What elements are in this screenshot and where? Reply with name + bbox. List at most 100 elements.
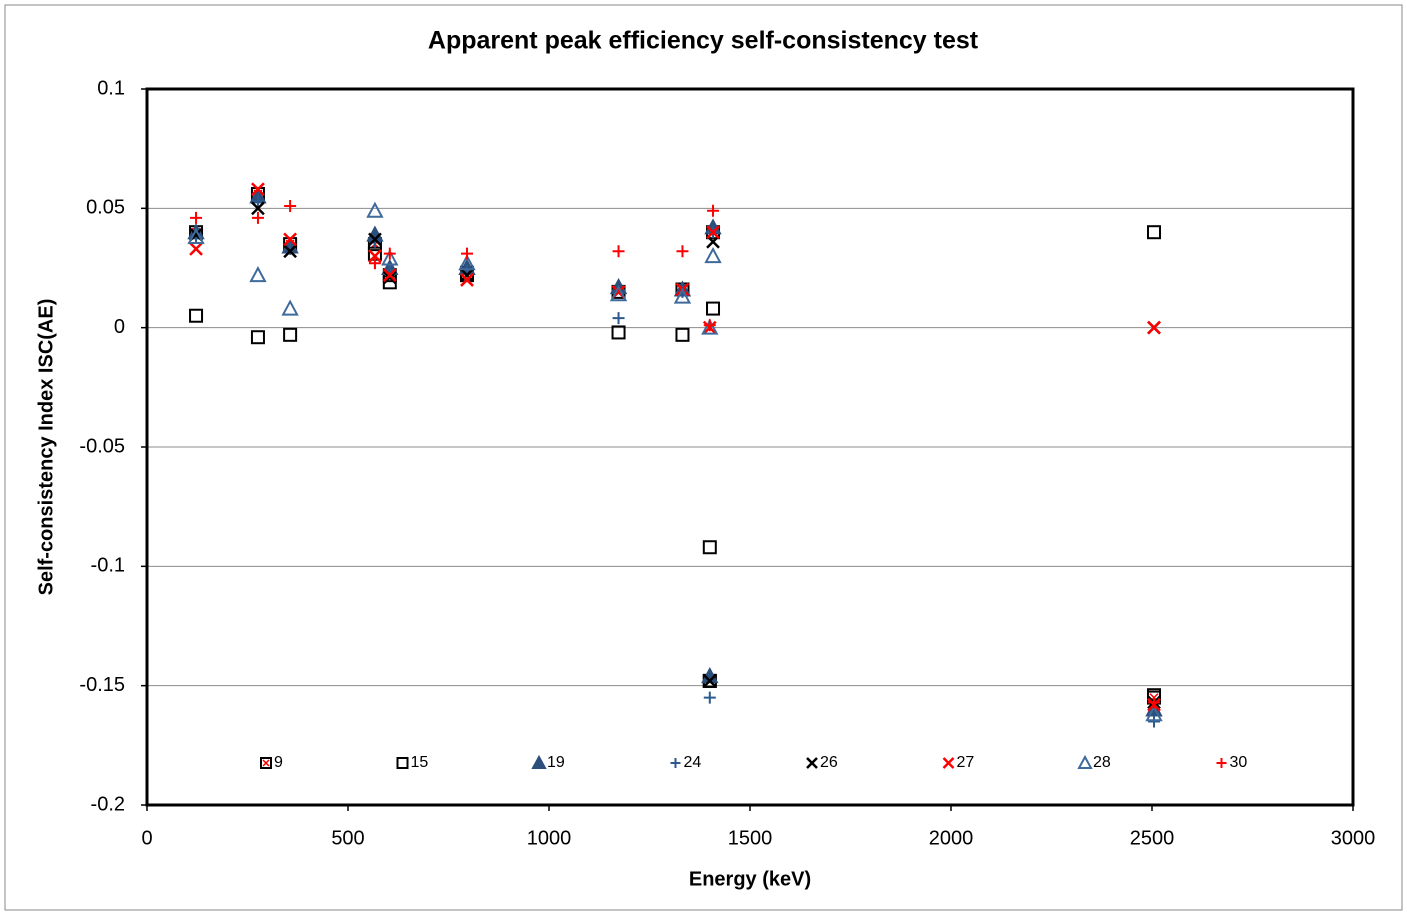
point [187, 227, 205, 244]
point [1147, 320, 1161, 335]
y-axis-title: Self-consistency Index ISC(AE) [35, 299, 57, 596]
point [702, 540, 717, 555]
x-axis-title: Energy (keV) [689, 868, 811, 890]
marker-x [382, 268, 397, 283]
legend-marker [806, 757, 818, 769]
x-tick-label: 500 [331, 827, 364, 849]
point [612, 312, 625, 325]
y-tick-label: -0.1 [91, 555, 125, 577]
point [284, 199, 297, 212]
marker-plus [612, 245, 625, 258]
marker-plus [1216, 758, 1227, 768]
marker-square [611, 325, 626, 340]
marker-triangle [458, 254, 476, 271]
legend-marker [531, 754, 547, 769]
legend-marker [942, 757, 955, 769]
marker-plus [190, 211, 203, 224]
marker-triangle [249, 266, 267, 283]
legend-marker [1216, 758, 1227, 768]
point [609, 285, 628, 302]
marker-x [706, 225, 720, 240]
marker-triangle [673, 287, 692, 304]
point [1148, 715, 1161, 728]
marker-x [382, 270, 397, 285]
y-tick-label: 0 [114, 316, 125, 338]
point [189, 308, 204, 323]
marker-x [368, 249, 382, 263]
marker-triangle [609, 285, 628, 302]
marker-x [189, 242, 203, 256]
marker-triangle [366, 201, 384, 218]
marker-square [189, 308, 204, 323]
legend-label: 27 [957, 754, 975, 771]
marker-plus [251, 211, 264, 224]
y-tick-label: -0.2 [91, 793, 125, 815]
marker-triangle [704, 246, 722, 264]
legend-marker [1077, 754, 1093, 769]
marker-triangle [1145, 705, 1163, 722]
marker-plus [703, 691, 716, 704]
marker-square [675, 327, 690, 342]
legend-label: 19 [547, 754, 565, 771]
point [251, 195, 264, 208]
point [189, 242, 203, 256]
y-tick-label: 0.1 [97, 77, 125, 99]
marker-x [460, 273, 474, 287]
point [251, 211, 264, 224]
chart-title: Apparent peak efficiency self-consistenc… [428, 27, 979, 55]
point [703, 319, 716, 332]
point [703, 691, 716, 704]
legend-marker [396, 757, 409, 769]
point [283, 327, 298, 342]
marker-x [702, 674, 717, 688]
point [283, 244, 297, 259]
legend-label: 9 [274, 754, 283, 771]
point [702, 674, 717, 688]
x-tick-label: 1500 [728, 827, 773, 849]
point [190, 211, 203, 224]
marker-triangle [281, 299, 299, 316]
marker-triangle [1077, 754, 1093, 769]
x-tick-label: 1000 [527, 827, 572, 849]
marker-plus [612, 312, 625, 325]
marker-square [260, 757, 272, 769]
point [281, 299, 299, 316]
marker-plus [703, 319, 716, 332]
point [368, 257, 381, 270]
point [368, 232, 382, 247]
point [701, 318, 719, 335]
marker-square [1147, 225, 1162, 240]
point [676, 245, 689, 258]
point [673, 287, 692, 304]
point [612, 245, 625, 258]
x-tick-label: 2000 [929, 827, 974, 849]
marker-x [251, 201, 265, 216]
point [1147, 225, 1162, 240]
marker-plus [460, 247, 473, 260]
marker-triangle [701, 318, 719, 335]
point [706, 301, 721, 316]
point [251, 201, 265, 216]
marker-triangle [187, 227, 205, 244]
marker-x [368, 232, 382, 247]
point [458, 254, 476, 271]
x-tick-label: 0 [141, 827, 152, 849]
point [1145, 705, 1163, 722]
marker-x [262, 759, 270, 767]
marker-plus [383, 247, 396, 260]
point [706, 225, 720, 240]
legend-label: 26 [820, 754, 838, 771]
y-tick-label: 0.05 [86, 197, 125, 219]
marker-x [251, 182, 265, 197]
point [675, 327, 690, 342]
marker-plus [670, 758, 681, 768]
marker-square [702, 540, 717, 555]
marker-x [942, 757, 955, 769]
legend-label: 15 [411, 754, 429, 771]
plot-border [145, 87, 1355, 807]
marker-triangle [381, 249, 399, 266]
point [368, 249, 382, 263]
marker-triangle [531, 754, 547, 769]
point [704, 246, 722, 264]
